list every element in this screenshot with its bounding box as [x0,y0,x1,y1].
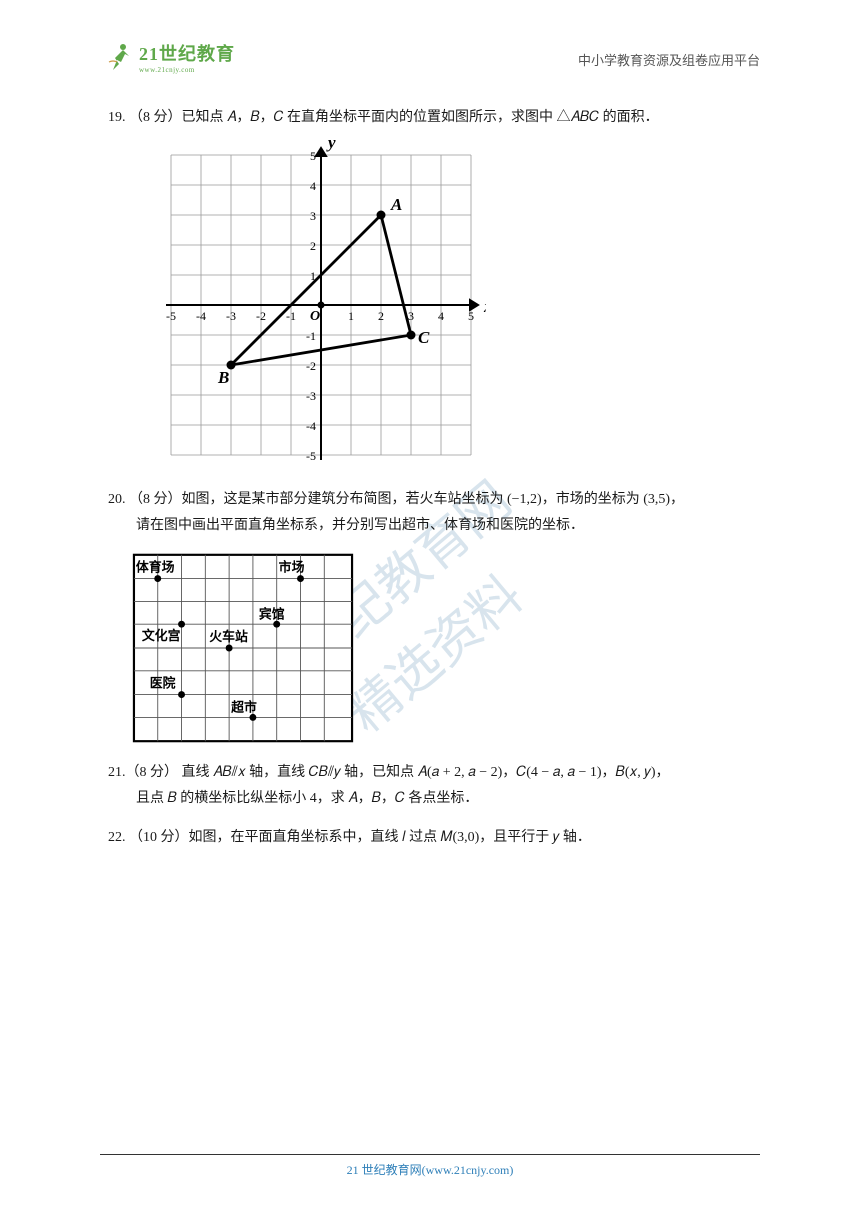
svg-text:文化宫: 文化宫 [142,628,181,643]
problem-21: 21.（8 分） 直线 𝐴𝐵⫽𝑥 轴，直线 𝐶𝐵⫽𝑦 轴，已知点 𝐴(𝑎 + 2… [108,760,758,813]
problem-text: 已知点 𝐴，𝐵，𝐶 在直角坐标平面内的位置如图所示，求图中 △𝐴𝐵𝐶 的面积． [182,110,659,125]
svg-text:-2: -2 [306,359,316,373]
svg-text:-4: -4 [196,309,206,323]
svg-text:-3: -3 [306,389,316,403]
problem-20: 20. （8 分）如图，这是某市部分建筑分布简图，若火车站坐标为 (−1,2)，… [108,487,758,748]
problem-points: （8 分） [129,492,182,507]
problem-number: 19. [108,110,126,125]
header-platform-text: 中小学教育资源及组卷应用平台 [578,50,760,69]
footer-divider [100,1154,760,1155]
svg-text:C: C [418,328,430,347]
problem-text-line1: 如图，这是某市部分建筑分布简图，若火车站坐标为 (−1,2)，市场的坐标为 (3… [182,492,685,507]
svg-text:2: 2 [378,309,384,323]
footer-text: 21 世纪教育网(www.21cnjy.com) [0,1161,860,1178]
problem-text-line2: 请在图中画出平面直角坐标系，并分别写出超市、体育场和医院的坐标． [108,513,758,540]
logo-main-text: 21世纪教育 [139,40,235,66]
svg-text:4: 4 [438,309,444,323]
svg-text:医院: 医院 [150,675,176,690]
svg-text:O: O [310,309,320,324]
svg-text:-5: -5 [306,449,316,463]
svg-text:-2: -2 [256,309,266,323]
svg-text:5: 5 [468,309,474,323]
svg-text:-1: -1 [286,309,296,323]
svg-text:3: 3 [310,209,316,223]
problem-text: 如图，在平面直角坐标系中，直线 𝑙 过点 𝑀(3,0)，且平行于 𝑦 轴． [189,830,591,845]
svg-text:2: 2 [310,239,316,253]
problem-points: （8 分） [126,765,179,780]
problem-points: （8 分） [129,110,182,125]
svg-text:B: B [217,368,229,387]
svg-text:-5: -5 [166,309,176,323]
runner-icon [105,42,135,72]
svg-text:-1: -1 [306,329,316,343]
coordinate-grid-figure: x y O -5-4-3-2-1 12345 54321 -1-2-3-4-5 [156,140,486,475]
svg-text:-3: -3 [226,309,236,323]
svg-text:y: y [326,140,336,152]
svg-text:宾馆: 宾馆 [259,606,285,621]
page-footer: 21 世纪教育网(www.21cnjy.com) [0,1154,860,1178]
svg-text:体育场: 体育场 [136,559,175,574]
city-map-figure: 体育场 市场 文化宫 宾馆 火车站 医院 超市 [128,548,358,748]
svg-text:5: 5 [310,149,316,163]
svg-text:火车站: 火车站 [209,629,248,644]
content-area: 19. （8 分）已知点 𝐴，𝐵，𝐶 在直角坐标平面内的位置如图所示，求图中 △… [108,105,758,864]
problem-number: 21. [108,765,126,780]
page-header: 21世纪教育 www.21cnjy.com 中小学教育资源及组卷应用平台 [0,40,860,80]
svg-text:x: x [483,297,486,316]
problem-number: 20. [108,492,126,507]
problem-points: （10 分） [129,830,189,845]
svg-text:-4: -4 [306,419,316,433]
logo-sub-text: www.21cnjy.com [139,66,235,74]
problem-text-line2: 且点 𝐵 的横坐标比纵坐标小 4，求 𝐴，𝐵，𝐶 各点坐标． [108,786,758,813]
svg-text:A: A [390,195,402,214]
problem-text-line1: 直线 𝐴𝐵⫽𝑥 轴，直线 𝐶𝐵⫽𝑦 轴，已知点 𝐴(𝑎 + 2, 𝑎 − 2)，… [178,765,670,780]
svg-text:4: 4 [310,179,316,193]
problem-22: 22. （10 分）如图，在平面直角坐标系中，直线 𝑙 过点 𝑀(3,0)，且平… [108,825,758,852]
svg-text:1: 1 [348,309,354,323]
problem-number: 22. [108,830,126,845]
svg-text:超市: 超市 [231,699,257,714]
site-logo: 21世纪教育 www.21cnjy.com [105,40,265,80]
svg-text:市场: 市场 [279,559,305,574]
problem-19: 19. （8 分）已知点 𝐴，𝐵，𝐶 在直角坐标平面内的位置如图所示，求图中 △… [108,105,758,475]
